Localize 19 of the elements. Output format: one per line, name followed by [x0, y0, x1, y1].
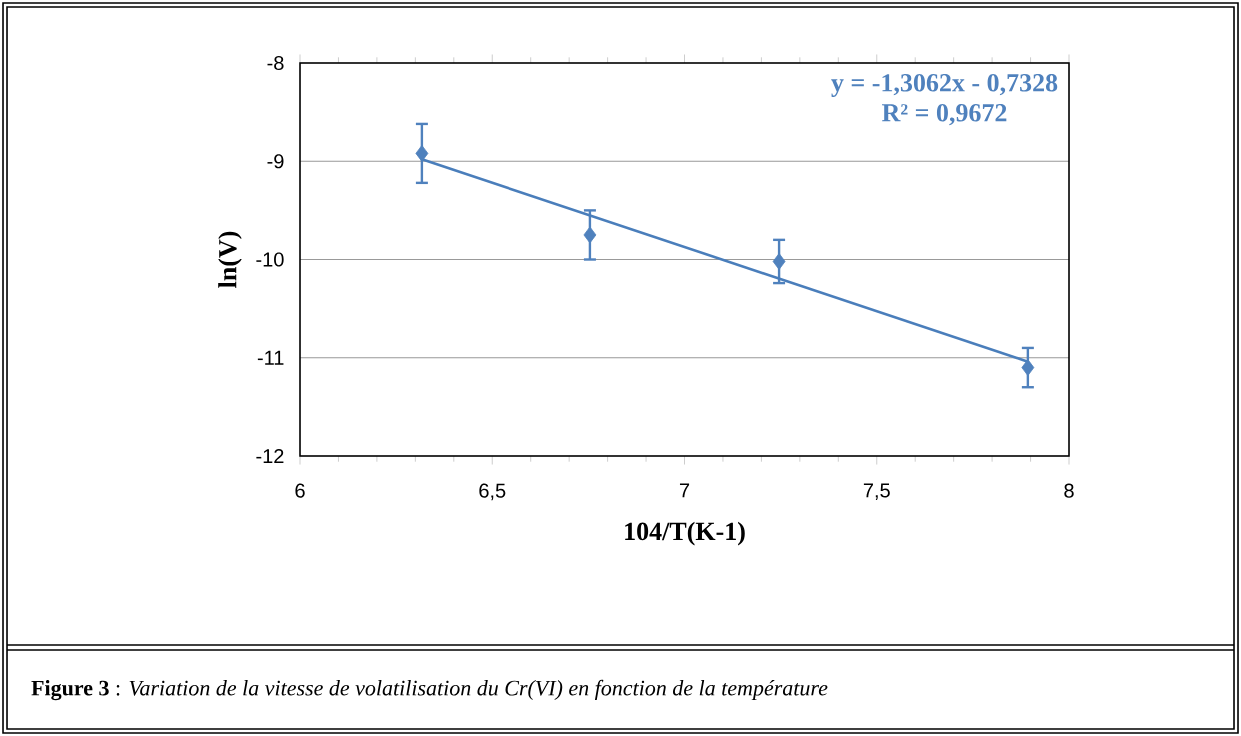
x-tick-label: 6,5	[479, 483, 506, 501]
point	[772, 253, 786, 270]
annotation: R² = 0,9672	[882, 104, 1007, 126]
point	[583, 226, 597, 244]
y-tick-label: -8	[267, 55, 284, 71]
y-axis-title: ln(V)	[218, 231, 242, 288]
point	[1021, 359, 1035, 376]
x-tick-label: 6	[295, 483, 305, 498]
text: Figure 3 : Variation de la vitesse de volatilisation du Cr(VI) en fonction de la température	[31, 679, 828, 701]
y-tick-label: -12	[256, 449, 284, 463]
x-tick-label: 7,5	[863, 483, 890, 500]
x-tick-label: 8	[1064, 483, 1074, 498]
y-tick-label: -11	[257, 350, 284, 365]
annotation: y = -1,3062x - 0,7328	[831, 74, 1058, 97]
y-tick-label: -10	[256, 252, 284, 267]
point	[415, 145, 429, 162]
x-axis-title: 104/T(K-1)	[625, 521, 745, 546]
y-tick-label: -9	[267, 154, 284, 169]
x-tick-label: 7	[679, 483, 690, 498]
